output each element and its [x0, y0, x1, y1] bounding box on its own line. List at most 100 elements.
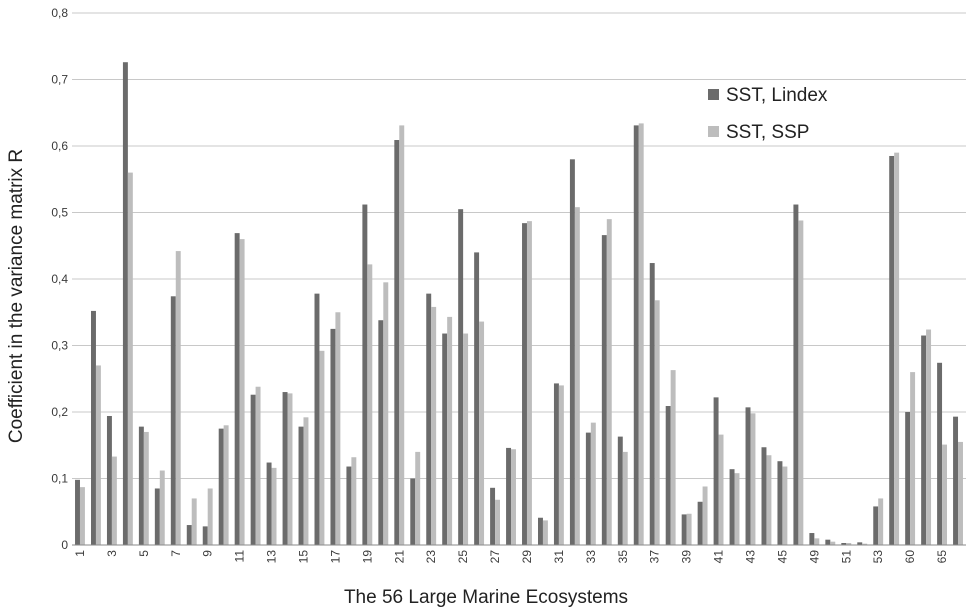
bar [809, 533, 815, 545]
bar [713, 397, 719, 545]
bar [154, 488, 160, 545]
bar [889, 155, 895, 546]
bar [191, 498, 197, 545]
bar [394, 140, 400, 545]
x-tick-label: 39 [680, 550, 694, 564]
bar [106, 415, 112, 545]
bar [271, 467, 277, 545]
x-tick-label: 53 [871, 550, 885, 564]
x-tick-label: 51 [839, 550, 853, 564]
bar [298, 426, 304, 545]
bar [175, 251, 181, 545]
bar [638, 123, 644, 545]
y-tick-label: 0,1 [51, 472, 68, 486]
bar [878, 498, 884, 545]
bar [319, 350, 325, 545]
bar [942, 444, 947, 545]
legend-swatch-sst-ssp [708, 126, 719, 137]
bar [681, 514, 687, 545]
bar [894, 152, 900, 545]
x-tick-label: 13 [265, 550, 279, 564]
bar [665, 406, 671, 545]
bar [654, 300, 660, 545]
bar [479, 321, 485, 545]
x-tick-label: 41 [712, 550, 726, 564]
gridlines [72, 12, 966, 479]
bar [873, 506, 879, 545]
bar [346, 466, 352, 545]
bar [234, 233, 240, 545]
x-tick-label: 7 [169, 550, 183, 557]
x-tick-label: 21 [392, 550, 406, 564]
x-tick-label: 37 [648, 550, 662, 564]
bar [686, 513, 692, 545]
bar [383, 282, 389, 545]
bar [522, 223, 527, 545]
bar [282, 392, 288, 545]
bar [526, 221, 532, 545]
bar [351, 457, 357, 545]
bar [729, 469, 735, 545]
x-tick-label: 17 [328, 550, 342, 564]
bar [91, 310, 96, 545]
x-tick-label: 23 [424, 550, 438, 564]
x-tick-label: 31 [552, 550, 566, 564]
bar [111, 456, 117, 545]
x-tick-label: 65 [935, 550, 949, 564]
bar [585, 432, 591, 545]
bar [266, 462, 272, 545]
x-tick-label: 9 [201, 550, 215, 557]
bar [202, 526, 208, 545]
bar [542, 520, 548, 545]
x-tick-label: 15 [296, 550, 310, 564]
bar [490, 487, 496, 545]
bar [511, 449, 516, 545]
bar [442, 333, 448, 545]
bar [910, 372, 916, 545]
bar [766, 455, 772, 545]
x-tick-label: 19 [360, 550, 374, 564]
bar [745, 407, 751, 545]
bar [314, 293, 320, 545]
bar [415, 451, 421, 545]
bar [862, 543, 868, 545]
bar [553, 383, 559, 545]
x-tick-label: 11 [233, 550, 247, 563]
y-tick-label: 0,7 [51, 73, 68, 87]
bar [734, 473, 740, 545]
x-tick-label: 25 [456, 550, 470, 564]
bar [335, 312, 341, 545]
bar [633, 125, 639, 545]
bar [718, 434, 724, 545]
y-axis-title: Coefficient in the variance matrix R [6, 149, 27, 443]
y-tick-label: 0,6 [51, 139, 68, 153]
bar [777, 461, 783, 545]
bar [937, 362, 943, 545]
bar [921, 335, 927, 545]
bar [702, 486, 708, 545]
bar [750, 413, 756, 545]
bar [426, 293, 432, 545]
bar [463, 333, 469, 545]
x-tick-label: 3 [105, 550, 119, 557]
bar [761, 447, 767, 545]
y-tick-label: 0,2 [51, 405, 68, 419]
x-axis-title: The 56 Large Marine Ecosystems [344, 587, 628, 608]
bar [814, 538, 820, 545]
bar [367, 264, 373, 545]
bar [207, 488, 213, 545]
x-tick-label: 43 [743, 550, 757, 564]
y-tick-label: 0,8 [51, 6, 68, 20]
x-axis-tick-labels: 1 3 5 7 9 11 13 15 17 19 21 23 25 27 29 31 33 35 37 39 41 43 4… [73, 550, 949, 564]
bar [825, 539, 831, 545]
x-tick-label: 45 [775, 550, 789, 564]
bar [830, 541, 836, 545]
bar [905, 412, 911, 545]
legend: SST, Lindex SST, SSP [708, 85, 828, 143]
bar [159, 470, 165, 545]
x-tick-label: 29 [520, 550, 534, 564]
bar [798, 220, 804, 546]
bar [506, 447, 512, 545]
bar [793, 204, 799, 545]
bar [447, 316, 453, 545]
